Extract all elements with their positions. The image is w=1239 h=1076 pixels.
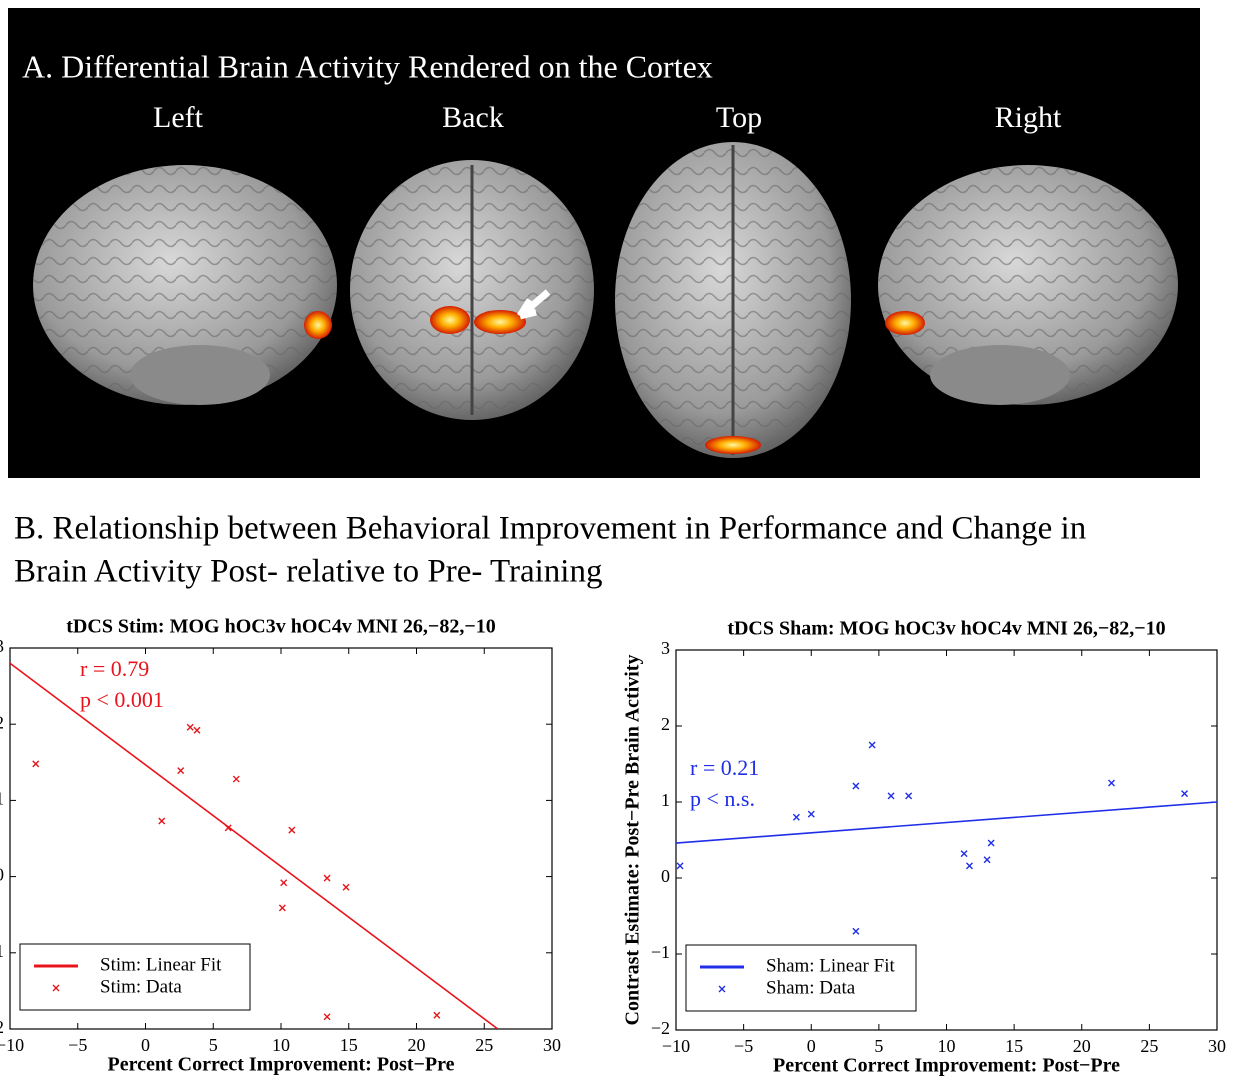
data-point — [177, 767, 185, 775]
data-point — [965, 862, 973, 870]
x-tick-label: −5 — [734, 1036, 753, 1056]
data-point — [987, 839, 995, 847]
view-label: Left — [153, 101, 204, 134]
x-tick-label: 15 — [340, 1035, 358, 1055]
x-tick-label: 15 — [1005, 1036, 1023, 1056]
annotation: r = 0.79 — [80, 656, 149, 681]
x-tick-label: 30 — [543, 1035, 561, 1055]
annotation: p < 0.001 — [80, 687, 164, 712]
x-tick-label: 10 — [938, 1036, 956, 1056]
legend-label: Sham: Data — [766, 977, 856, 998]
brain-left — [33, 165, 337, 405]
data-point — [193, 726, 201, 734]
x-tick-label: −10 — [662, 1036, 690, 1056]
y-tick-label: 0 — [661, 866, 670, 886]
data-point — [792, 813, 800, 821]
data-point — [323, 1013, 331, 1021]
y-tick-label: 2 — [0, 712, 4, 732]
view-label: Top — [716, 101, 762, 134]
y-tick-label: −1 — [651, 942, 670, 962]
x-tick-label: −5 — [68, 1035, 87, 1055]
data-point — [232, 775, 240, 783]
x-tick-label: 5 — [209, 1035, 218, 1055]
data-point — [852, 782, 860, 790]
x-axis-label: Percent Correct Improvement: Post−Pre — [773, 1055, 1120, 1076]
x-tick-label: 25 — [1140, 1036, 1158, 1056]
legend-marker — [52, 984, 60, 992]
data-point — [186, 723, 194, 731]
y-tick-label: 3 — [661, 638, 670, 658]
x-axis-label: Percent Correct Improvement: Post−Pre — [107, 1054, 454, 1076]
data-point — [280, 879, 288, 887]
data-point — [433, 1011, 441, 1019]
data-point — [288, 826, 296, 834]
data-point — [1181, 790, 1189, 798]
data-point — [868, 741, 876, 749]
x-tick-label: −10 — [0, 1035, 24, 1055]
chart-title: tDCS Sham: MOG hOC3v hOC4v MNI 26,−82,−1… — [727, 618, 1165, 640]
y-tick-label: 2 — [0, 1017, 4, 1037]
x-tick-label: 5 — [874, 1036, 883, 1056]
data-point — [342, 883, 350, 891]
panel-b-title: B. Relationship between Behavioral Impro… — [14, 511, 1086, 547]
x-tick-label: 10 — [272, 1035, 290, 1055]
data-point — [32, 760, 40, 768]
x-tick-label: 0 — [807, 1036, 816, 1056]
data-point — [323, 874, 331, 882]
y-axis-label: Contrast Estimate: Post−Pre Brain Activi… — [622, 655, 644, 1026]
fit-line — [10, 662, 499, 1029]
data-point — [887, 792, 895, 800]
x-tick-label: 20 — [408, 1035, 426, 1055]
annotation: r = 0.21 — [690, 755, 759, 780]
x-tick-label: 30 — [1208, 1036, 1226, 1056]
view-label: Back — [442, 101, 504, 134]
data-point — [676, 862, 684, 870]
y-tick-label: 2 — [661, 714, 670, 734]
brain-back — [350, 160, 594, 420]
annotation: p < n.s. — [690, 786, 755, 811]
data-point — [807, 810, 815, 818]
y-tick-label: −2 — [651, 1018, 670, 1038]
legend-marker — [718, 985, 726, 993]
y-tick-label: 0 — [0, 865, 4, 885]
data-point — [278, 904, 286, 912]
legend-box — [685, 944, 917, 1012]
data-point — [1108, 779, 1116, 787]
legend-label: Stim: Linear Fit — [100, 954, 222, 975]
panel-b-title: Brain Activity Post- relative to Pre- Tr… — [14, 554, 602, 590]
x-tick-label: 25 — [475, 1035, 493, 1055]
fit-line — [676, 801, 1217, 844]
x-tick-label: 0 — [141, 1035, 150, 1055]
brain-top — [615, 142, 851, 458]
data-point — [158, 817, 166, 825]
brain-right — [878, 165, 1178, 405]
data-point — [905, 792, 913, 800]
y-tick-label: 1 — [0, 789, 4, 809]
y-tick-label: 1 — [661, 790, 670, 810]
plot-area — [10, 662, 499, 1029]
data-point — [852, 927, 860, 935]
plot-area — [676, 741, 1217, 935]
data-point — [983, 856, 991, 864]
chart-title: tDCS Stim: MOG hOC3v hOC4v MNI 26,−82,−1… — [66, 616, 495, 638]
data-point — [224, 824, 232, 832]
panel-a-title: A. Differential Brain Activity Rendered … — [22, 48, 713, 84]
legend-box — [19, 943, 251, 1011]
legend-label: Stim: Data — [100, 976, 182, 997]
x-tick-label: 20 — [1073, 1036, 1091, 1056]
legend-label: Sham: Linear Fit — [766, 955, 895, 976]
y-tick-label: 3 — [0, 636, 4, 656]
data-point — [960, 850, 968, 858]
y-tick-label: 1 — [0, 941, 4, 961]
view-label: Right — [995, 101, 1062, 134]
